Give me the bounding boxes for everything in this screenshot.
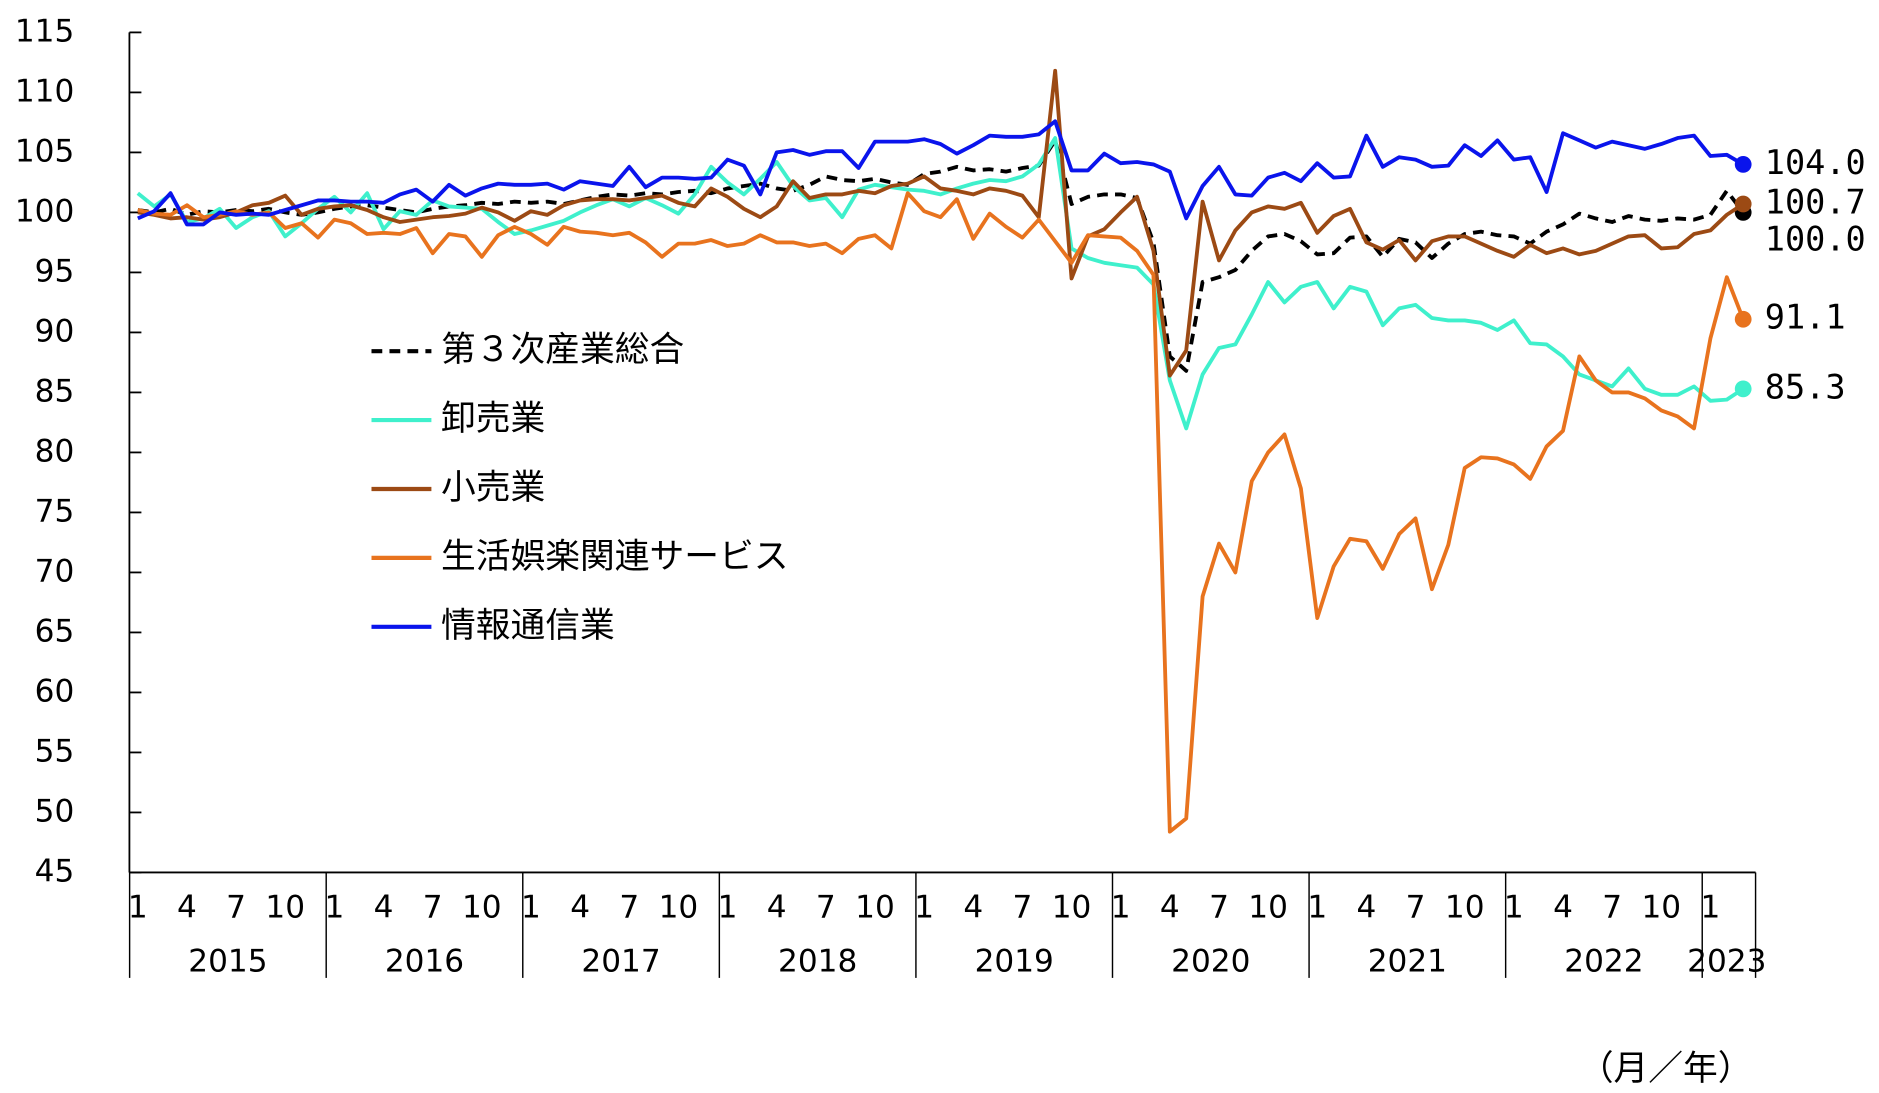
series-line — [137, 191, 1745, 834]
x-tick-label: 1 — [521, 889, 541, 925]
year-label: 2017 — [581, 943, 660, 979]
x-tick-label: 10 — [659, 889, 699, 925]
x-tick-label: 1 — [1111, 889, 1131, 925]
y-tick-label: 65 — [35, 613, 75, 649]
x-tick-label: 4 — [570, 889, 590, 925]
y-tick-label: 115 — [15, 13, 74, 49]
y-tick-label: 110 — [15, 73, 74, 109]
end-marker — [1734, 310, 1752, 328]
year-label: 2021 — [1368, 943, 1447, 979]
year-label: 2022 — [1564, 943, 1643, 979]
x-tick-label: 10 — [1445, 889, 1485, 925]
series-line — [137, 138, 1745, 373]
x-tick-label: 4 — [1160, 889, 1180, 925]
y-tick-label: 45 — [35, 853, 75, 889]
end-marker — [1734, 195, 1752, 213]
end-marker — [1734, 156, 1752, 173]
end-label: 85.3 — [1765, 367, 1846, 406]
legend-label: 情報通信業 — [441, 606, 615, 646]
year-label: 2020 — [1171, 943, 1250, 979]
legend-label: 卸売業 — [441, 399, 545, 439]
y-tick-label: 60 — [35, 673, 75, 709]
x-tick-label: 7 — [1209, 889, 1229, 925]
end-label: 100.7 — [1765, 183, 1866, 222]
x-tick-label: 1 — [1307, 889, 1327, 925]
y-tick-label: 85 — [35, 373, 75, 409]
end-label: 91.1 — [1765, 298, 1846, 337]
y-tick-label: 95 — [35, 253, 75, 289]
end-label: 104.0 — [1765, 143, 1866, 182]
year-label: 2023 — [1687, 943, 1766, 979]
x-tick-label: 10 — [1641, 889, 1681, 925]
x-tick-label: 1 — [324, 889, 344, 925]
y-tick-label: 105 — [15, 133, 74, 169]
x-tick-label: 10 — [1248, 889, 1288, 925]
y-tick-label: 90 — [35, 313, 75, 349]
year-label: 2018 — [778, 943, 857, 979]
end-label: 100.0 — [1765, 220, 1866, 259]
x-tick-label: 7 — [1602, 889, 1622, 925]
x-tick-label: 4 — [1553, 889, 1573, 925]
x-tick-label: 7 — [619, 889, 639, 925]
legend-label: 第３次産業総合 — [441, 330, 684, 370]
end-marker — [1734, 380, 1752, 398]
x-tick-label: 7 — [816, 889, 836, 925]
year-label: 2016 — [385, 943, 464, 979]
x-tick-label: 7 — [423, 889, 443, 925]
y-tick-label: 80 — [35, 433, 75, 469]
x-tick-label: 4 — [1356, 889, 1376, 925]
legend-label: 生活娯楽関連サービス — [441, 537, 788, 577]
x-tick-label: 10 — [855, 889, 895, 925]
x-tick-label: 10 — [1052, 889, 1092, 925]
y-tick-label: 55 — [35, 733, 75, 769]
series-line — [137, 68, 1745, 378]
x-tick-label: 4 — [374, 889, 394, 925]
legend-label: 小売業 — [441, 468, 545, 508]
year-label: 2019 — [975, 943, 1054, 979]
y-tick-label: 100 — [15, 193, 74, 229]
x-tick-label: 10 — [462, 889, 502, 925]
x-tick-label: 4 — [767, 889, 787, 925]
x-tick-label: 1 — [914, 889, 934, 925]
series-line — [136, 136, 1745, 431]
series-line — [137, 119, 1745, 227]
x-tick-label: 1 — [1701, 889, 1721, 925]
y-tick-label: 75 — [35, 493, 75, 529]
x-tick-label: 4 — [177, 889, 197, 925]
x-tick-label: 4 — [963, 889, 983, 925]
x-tick-label: 7 — [1406, 889, 1426, 925]
year-label: 2015 — [188, 943, 267, 979]
y-tick-label: 70 — [35, 553, 75, 589]
x-tick-label: 10 — [265, 889, 305, 925]
y-tick-label: 50 — [35, 793, 75, 829]
x-unit-label: （月／年） — [1579, 1049, 1753, 1089]
x-tick-label: 1 — [718, 889, 738, 925]
x-tick-label: 1 — [128, 889, 148, 925]
x-tick-label: 1 — [1504, 889, 1524, 925]
x-tick-label: 7 — [226, 889, 246, 925]
x-tick-label: 7 — [1012, 889, 1032, 925]
